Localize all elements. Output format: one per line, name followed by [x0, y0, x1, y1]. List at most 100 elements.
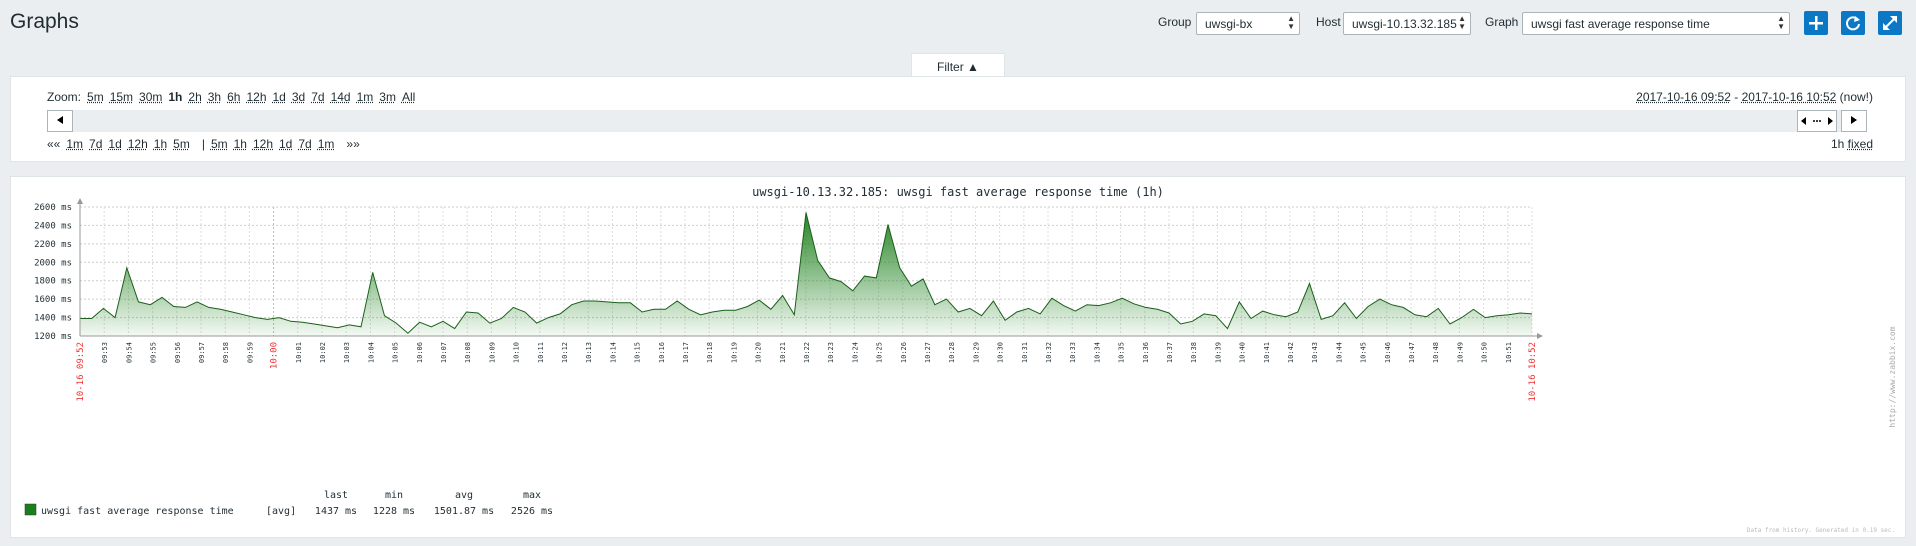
zoom-option-15m[interactable]: 15m [109, 90, 134, 104]
x-tick-label: 10:18 [706, 342, 714, 363]
x-tick-label: 10:42 [1287, 342, 1295, 363]
x-hour-label: 10:00 [270, 342, 280, 369]
back-option-1d[interactable]: 1d [108, 137, 122, 151]
x-tick-label: 10:09 [488, 342, 496, 363]
zoom-label: Zoom: [47, 90, 82, 104]
x-tick-label: 10:16 [658, 342, 666, 363]
back-option-12h[interactable]: 12h [127, 137, 148, 151]
zoom-option-3d[interactable]: 3d [291, 90, 306, 104]
x-tick-label: 10:47 [1408, 342, 1416, 363]
x-tick-label: 10:40 [1239, 342, 1247, 363]
host-select[interactable]: uwsgi-10.13.32.185 ▲ ▼ [1343, 12, 1471, 35]
y-tick-label: 2400 ms [34, 221, 72, 231]
period-fixed: 1h fixed [1831, 137, 1873, 151]
zoom-option-6h[interactable]: 6h [227, 90, 241, 104]
scroll-right-button[interactable] [1841, 110, 1867, 132]
x-tick-label: 10:14 [609, 342, 617, 363]
host-select-value: uwsgi-10.13.32.185 [1352, 17, 1457, 31]
zoom-option-1m[interactable]: 1m [356, 90, 374, 104]
page-title: Graphs [10, 10, 79, 33]
zoom-option-1h[interactable]: 1h [168, 90, 183, 104]
x-tick-label: 10:12 [561, 342, 569, 363]
chart-title: uwsgi-10.13.32.185: uwsgi fast average r… [752, 185, 1164, 199]
response-time-chart[interactable]: uwsgi-10.13.32.185: uwsgi fast average r… [11, 177, 1905, 537]
x-tick-label: 10:44 [1335, 342, 1343, 363]
x-tick-label: 09:58 [222, 342, 230, 363]
graph-select[interactable]: uwsgi fast average response time ▲ ▼ [1522, 12, 1790, 35]
drag-handle-icon [1801, 117, 1833, 125]
x-tick-label: 10:30 [997, 342, 1005, 363]
back-prefix[interactable]: «« [47, 137, 61, 151]
legend-header: max [523, 490, 541, 501]
zoom-option-5m[interactable]: 5m [87, 90, 104, 104]
graph-select-value: uwsgi fast average response time [1531, 17, 1710, 31]
x-tick-label: 10:20 [755, 342, 763, 363]
range-to[interactable]: 2017-10-16 10:52 [1741, 90, 1837, 104]
zoom-option-2h[interactable]: 2h [188, 90, 202, 104]
group-select[interactable]: uwsgi-bx ▲ ▼ [1196, 12, 1300, 35]
x-tick-label: 10:45 [1360, 342, 1368, 363]
refresh-icon [1846, 16, 1860, 31]
x-tick-label: 10:26 [900, 342, 908, 363]
filter-tab[interactable]: Filter ▲ [911, 53, 1005, 76]
zoom-option-All[interactable]: All [401, 90, 416, 104]
x-start-label: 10-16 09:52 [76, 342, 86, 402]
back-option-7d[interactable]: 7d [89, 137, 103, 151]
legend-swatch [24, 503, 37, 516]
series-line [80, 212, 1533, 334]
select-arrows-icon: ▲ ▼ [1287, 14, 1295, 31]
x-tick-label: 10:27 [924, 342, 932, 363]
timeline-scrollbar[interactable] [47, 110, 1867, 132]
zoom-option-12h[interactable]: 12h [246, 90, 267, 104]
time-range: 2017-10-16 09:52 - 2017-10-16 10:52 (now… [1636, 90, 1873, 104]
arrow-right-icon [1851, 116, 1857, 124]
scroll-left-button[interactable] [47, 110, 73, 132]
back-option-1m[interactable]: 1m [66, 137, 84, 151]
forward-option-1h[interactable]: 1h [233, 137, 247, 151]
forward-option-12h[interactable]: 12h [252, 137, 273, 151]
zoom-option-1d[interactable]: 1d [272, 90, 286, 104]
zoom-option-14d[interactable]: 14d [330, 90, 351, 104]
range-from[interactable]: 2017-10-16 09:52 [1636, 90, 1731, 104]
zoom-option-30m[interactable]: 30m [139, 90, 163, 104]
x-tick-label: 10:25 [876, 342, 884, 363]
fixed-toggle[interactable]: fixed [1847, 137, 1873, 151]
forward-option-7d[interactable]: 7d [298, 137, 312, 151]
forward-option-1m[interactable]: 1m [317, 137, 335, 151]
x-end-label: 10-16 10:52 [1528, 342, 1538, 402]
y-tick-label: 1400 ms [34, 314, 72, 324]
period-separator: | [201, 137, 205, 151]
x-tick-label: 10:36 [1142, 342, 1150, 363]
refresh-button[interactable] [1841, 11, 1865, 35]
y-tick-label: 2000 ms [34, 258, 72, 268]
chart-legend: last min avg max uwsgi fast average response… [24, 490, 553, 517]
x-tick-label: 10:32 [1045, 342, 1053, 363]
watermark: http://www.zabbix.com [1888, 326, 1897, 427]
series-area [80, 212, 1532, 336]
x-tick-label: 10:49 [1456, 342, 1464, 363]
x-tick-label: 10:50 [1481, 342, 1489, 363]
x-tick-label: 10:03 [343, 342, 351, 363]
x-tick-label: 10:35 [1118, 342, 1126, 363]
forward-option-1d[interactable]: 1d [279, 137, 293, 151]
y-tick-label: 1200 ms [34, 332, 72, 342]
legend-value: 1228 ms [373, 506, 415, 517]
add-graph-button[interactable] [1804, 11, 1828, 35]
back-option-5m[interactable]: 5m [173, 137, 190, 151]
x-tick-label: 10:38 [1190, 342, 1198, 363]
scroll-handle[interactable] [1797, 110, 1837, 132]
back-option-1h[interactable]: 1h [153, 137, 168, 151]
fullscreen-button[interactable] [1878, 11, 1902, 35]
forward-option-5m[interactable]: 5m [210, 137, 228, 151]
x-tick-label: 10:29 [972, 342, 980, 363]
host-label: Host [1316, 15, 1341, 29]
x-tick-label: 10:39 [1214, 342, 1222, 363]
legend-func: [avg] [266, 506, 296, 517]
zoom-option-7d[interactable]: 7d [311, 90, 325, 104]
x-tick-label: 10:34 [1093, 342, 1101, 363]
forward-suffix[interactable]: »» [346, 137, 360, 151]
plus-icon [1809, 16, 1823, 30]
zoom-option-3h[interactable]: 3h [207, 90, 222, 104]
x-tick-label: 10:15 [634, 342, 642, 363]
zoom-option-3m[interactable]: 3m [379, 90, 396, 104]
